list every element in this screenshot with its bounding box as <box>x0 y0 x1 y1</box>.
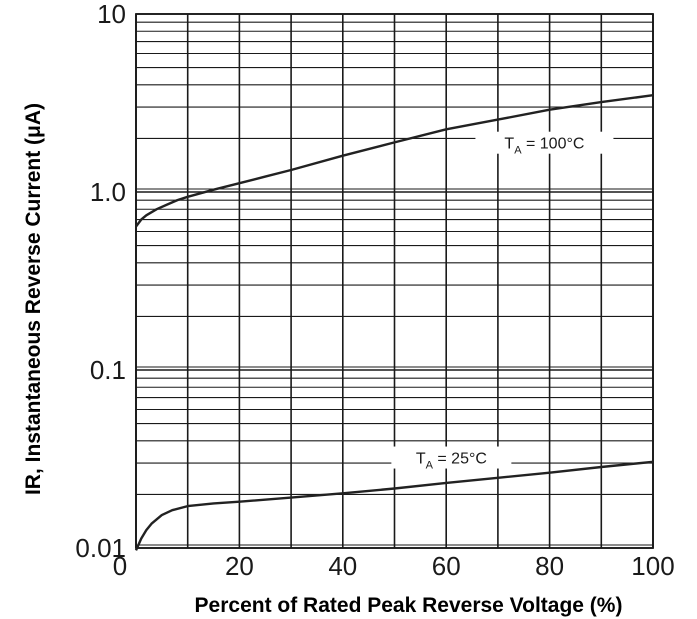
series-line-0 <box>135 94 654 228</box>
series-labels: TA = 100°CTA = 25°C <box>391 131 614 472</box>
series-label-bg <box>475 131 614 154</box>
y-tick-label: 0.01 <box>75 533 126 563</box>
series-label-main: T <box>416 451 426 468</box>
x-tick-label: 60 <box>432 551 461 581</box>
y-tick-label: 10 <box>97 0 126 29</box>
plot-frame <box>135 13 654 549</box>
y-tick-label: 0.1 <box>90 355 126 385</box>
series-line-1 <box>134 460 654 551</box>
x-tick-label: 40 <box>328 551 357 581</box>
x-tick-label: 80 <box>535 551 564 581</box>
x-tick-label: 0 <box>113 551 127 581</box>
series-label-rest: = 100°C <box>522 136 585 153</box>
x-axis-title: Percent of Rated Peak Reverse Voltage (%… <box>195 594 623 617</box>
series-label-sub: A <box>426 460 434 472</box>
series-label-bg <box>391 446 512 469</box>
series-label-0: TA = 100°C <box>504 136 584 157</box>
series-label-rest: = 25°C <box>433 451 487 468</box>
x-tick-label: 100 <box>631 551 674 581</box>
series-label-1: TA = 25°C <box>416 451 487 472</box>
y-axis-title: IR, Instantaneous Reverse Current (μA) <box>22 103 45 495</box>
series-label-sub: A <box>514 145 522 157</box>
y-tick-label: 1.0 <box>90 177 126 207</box>
x-tick-label: 20 <box>225 551 254 581</box>
series-label-main: T <box>504 136 514 153</box>
series-lines <box>134 94 654 551</box>
